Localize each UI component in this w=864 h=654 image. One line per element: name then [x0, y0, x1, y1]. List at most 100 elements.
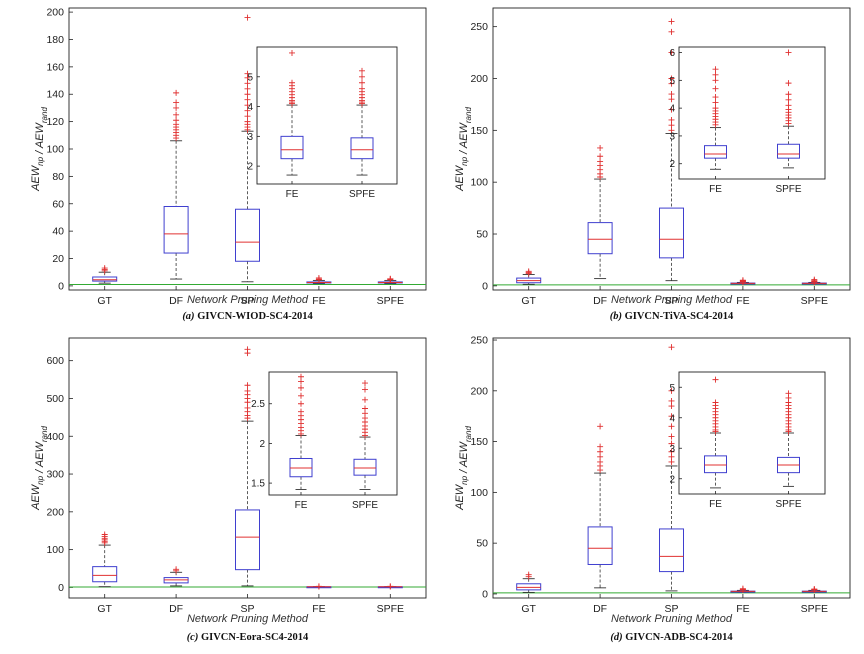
outlier-point: [315, 583, 322, 590]
outlier-point: [785, 80, 792, 87]
outlier-point: [597, 443, 604, 450]
outlier-point: [712, 94, 719, 101]
outlier-point: [668, 423, 675, 430]
outlier-point: [101, 265, 108, 272]
y-label-term: AEW: [30, 164, 42, 192]
outlier-point: [289, 49, 295, 56]
y-axis-label: AEWnp / AEWrand: [30, 426, 49, 511]
y-label-subscript: np: [460, 156, 469, 165]
inset-axes: 2 3 4 5 6 FE SPFE: [669, 46, 826, 195]
y-label-subscript: rand: [464, 107, 473, 124]
x-tick-label: FE: [312, 603, 325, 615]
iqr-box: [163, 205, 189, 254]
caption-letter: (d): [610, 632, 622, 643]
main-box-df: [587, 423, 613, 589]
inset-y-tick-label: 4: [669, 104, 675, 115]
x-axis-label: Network Pruning Method: [187, 294, 309, 306]
x-tick-label: DF: [593, 295, 607, 307]
inset-y-tick-label: 6: [669, 48, 675, 59]
x-tick-label: GT: [521, 603, 536, 615]
x-tick-label: FE: [736, 603, 749, 615]
y-label-divider: /: [458, 148, 470, 157]
x-axis-label: Network Pruning Method: [611, 613, 733, 625]
outlier-point: [668, 122, 675, 129]
inset-box-spfe: [777, 390, 800, 487]
outlier-point: [712, 85, 719, 92]
outlier-point: [173, 89, 180, 96]
outlier-point: [712, 66, 719, 73]
inset-x-tick-label: SPFE: [349, 189, 375, 200]
y-label-term: AEW: [34, 121, 46, 149]
iqr-box: [704, 455, 727, 474]
outlier-point: [668, 116, 675, 123]
x-tick-label: DF: [593, 603, 607, 615]
x-tick-label: GT: [97, 603, 112, 615]
outlier-point: [811, 586, 818, 593]
main-box-sp: [235, 346, 260, 587]
outlier-point: [244, 387, 251, 394]
y-label-divider: /: [34, 148, 46, 157]
outlier-point: [712, 99, 719, 106]
main-box-fe: [730, 585, 756, 593]
inset-y-tick-label: 4: [247, 102, 253, 113]
x-tick-label: DF: [169, 603, 183, 615]
main-box-spfe: [801, 586, 827, 593]
x-axis-label: Network Pruning Method: [611, 294, 733, 306]
y-tick-label: 100: [46, 544, 64, 556]
y-tick-label: 200: [46, 506, 64, 518]
outlier-point: [359, 85, 365, 92]
inset-y-tick-label: 5: [669, 76, 675, 87]
main-box-df: [587, 144, 613, 280]
y-tick-label: 200: [470, 73, 488, 85]
main-box-spfe: [377, 583, 403, 590]
main-box-spfe: [801, 276, 827, 286]
outlier-point: [668, 403, 675, 410]
y-tick-label: 100: [470, 177, 488, 189]
outlier-point: [289, 79, 295, 86]
y-tick-label: 300: [46, 469, 64, 481]
iqr-box: [587, 222, 613, 255]
outlier-point: [785, 102, 792, 109]
outlier-point: [712, 77, 719, 84]
x-tick-label: SP: [240, 295, 254, 307]
iqr-box: [587, 526, 613, 565]
outlier-point: [244, 85, 251, 92]
x-tick-label: GT: [97, 295, 112, 307]
x-axis-label: Network Pruning Method: [187, 613, 309, 625]
outlier-point: [668, 413, 675, 420]
iqr-box: [280, 135, 304, 160]
outlier-point: [244, 91, 251, 98]
outlier-point: [387, 583, 394, 590]
inset-frame: [678, 46, 826, 180]
inset-box-fe: [704, 376, 727, 489]
x-tick-label: SP: [240, 603, 254, 615]
outlier-point: [362, 386, 368, 393]
outlier-point: [359, 67, 365, 74]
y-label-term: AEW: [458, 440, 470, 468]
outlier-point: [244, 70, 251, 77]
inset-y-tick-label: 2: [247, 162, 253, 173]
iqr-box: [350, 137, 374, 160]
inset-x-tick-label: SPFE: [775, 184, 801, 195]
inset-axes: 1.5 2 2.5 FE SPFE: [251, 371, 398, 511]
inset-box-fe: [280, 49, 304, 176]
inset-frame: [268, 371, 398, 496]
inset-frame: [678, 371, 826, 495]
outlier-point: [173, 99, 180, 106]
iqr-box: [235, 509, 260, 571]
outlier-point: [244, 80, 251, 87]
outlier-point: [785, 96, 792, 103]
main-box-fe: [306, 583, 332, 590]
outlier-point: [101, 531, 108, 538]
y-tick-label: 60: [52, 198, 64, 210]
iqr-box: [516, 583, 542, 591]
main-box-sp: [235, 14, 260, 283]
y-label-term: AEW: [454, 483, 466, 511]
outlier-point: [597, 453, 604, 460]
y-label-term: AEW: [454, 164, 466, 192]
outlier-point: [244, 404, 251, 411]
y-label-term: AEW: [34, 440, 46, 468]
caption-text: GIVCN-TiVA-SC4-2014: [622, 311, 734, 322]
